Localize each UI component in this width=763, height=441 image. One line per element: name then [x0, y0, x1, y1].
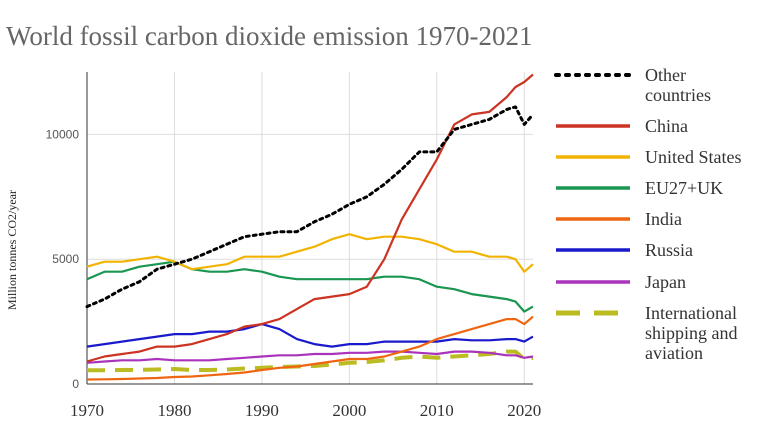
series-line-india — [86, 315, 534, 381]
series-line-international-shipping-and-aviation — [87, 349, 534, 373]
legend-label: International — [645, 303, 737, 323]
series-line-united-states — [86, 233, 534, 273]
axes: 1970 1980 1990 2000 2010 2020 0 5000 10000 — [46, 72, 541, 420]
chart-title: World fossil carbon dioxide emission 197… — [6, 21, 533, 51]
legend-label: United States — [645, 147, 742, 167]
legend-label: EU27+UK — [645, 178, 723, 198]
legend-label: Other — [645, 65, 686, 85]
x-tick-label: 1970 — [70, 401, 104, 420]
legend-label: India — [645, 209, 682, 229]
series-line-russia — [86, 323, 534, 348]
legend-label: Japan — [645, 272, 686, 292]
x-tick-label: 2000 — [332, 401, 366, 420]
series-line-china — [86, 73, 534, 363]
legend-label: shipping and — [645, 323, 738, 343]
x-tick-label: 2020 — [507, 401, 541, 420]
series-line-other-countries — [85, 105, 535, 309]
series-line-japan — [86, 350, 534, 364]
x-tick-label: 1990 — [245, 401, 279, 420]
x-tick-label: 2010 — [420, 401, 454, 420]
y-tick-label: 5000 — [52, 252, 79, 266]
legend-label: aviation — [645, 343, 703, 363]
y-tick-label: 10000 — [46, 127, 80, 141]
y-axis-label: Million tonnes CO2/year — [5, 190, 19, 310]
legend-label: Russia — [645, 240, 693, 260]
y-tick-label: 0 — [72, 377, 79, 391]
series-group — [85, 73, 535, 381]
legend-label: China — [645, 116, 688, 136]
legend-label: countries — [645, 85, 711, 105]
series-line-eu27-uk — [86, 260, 534, 313]
x-tick-label: 1980 — [157, 401, 191, 420]
